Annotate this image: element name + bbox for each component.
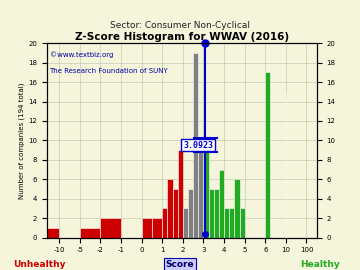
Bar	[188, 189, 193, 238]
Bar	[239, 208, 245, 238]
Bar	[224, 208, 229, 238]
Bar	[198, 150, 203, 238]
Bar	[162, 208, 167, 238]
Bar	[141, 218, 152, 238]
Bar	[265, 72, 270, 238]
Text: 3.0923: 3.0923	[183, 141, 213, 150]
Y-axis label: Number of companies (194 total): Number of companies (194 total)	[19, 82, 25, 199]
Bar	[152, 218, 162, 238]
Text: ©www.textbiz.org: ©www.textbiz.org	[50, 51, 113, 58]
Bar	[80, 228, 100, 238]
Bar	[234, 179, 239, 238]
Bar	[229, 208, 234, 238]
Bar	[203, 150, 208, 238]
Bar	[178, 150, 183, 238]
Bar	[100, 218, 121, 238]
Text: Unhealthy: Unhealthy	[13, 260, 66, 269]
Text: Sector: Consumer Non-Cyclical: Sector: Consumer Non-Cyclical	[110, 21, 250, 30]
Bar	[183, 208, 188, 238]
Bar	[214, 189, 219, 238]
Bar	[167, 179, 172, 238]
Bar	[172, 189, 178, 238]
Bar	[219, 170, 224, 238]
Text: Score: Score	[166, 260, 194, 269]
Bar	[47, 228, 59, 238]
Bar	[193, 53, 198, 238]
Title: Z-Score Histogram for WWAV (2016): Z-Score Histogram for WWAV (2016)	[75, 32, 289, 42]
Bar	[208, 189, 214, 238]
Text: The Research Foundation of SUNY: The Research Foundation of SUNY	[50, 69, 168, 75]
Text: Healthy: Healthy	[301, 260, 340, 269]
